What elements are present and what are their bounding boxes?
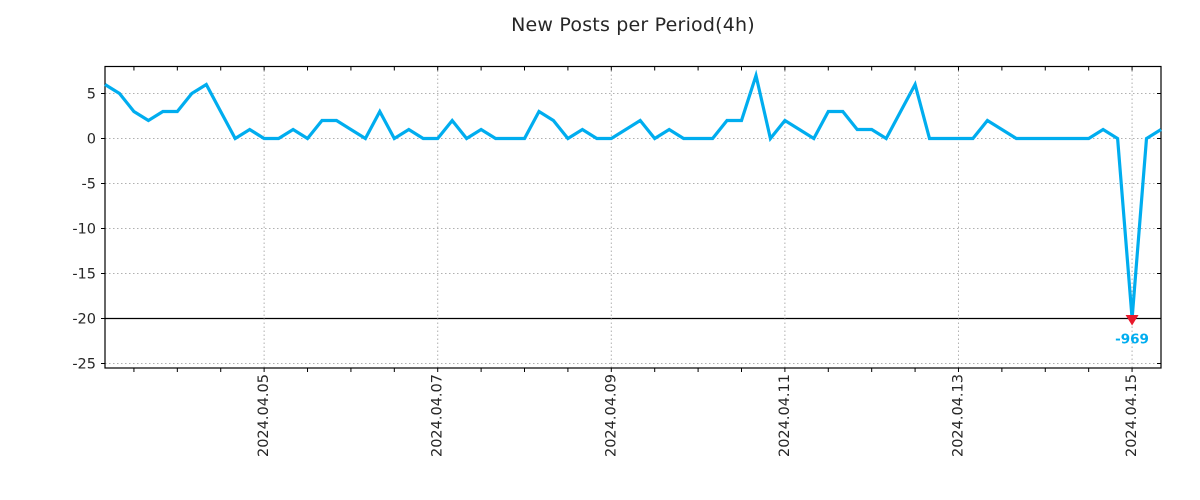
min-value-annotation: -969 bbox=[1115, 332, 1149, 348]
y-axis-tick-label: -5 bbox=[82, 177, 96, 193]
x-axis-tick-label: 2024.04.11 bbox=[777, 374, 793, 457]
x-axis-tick-label: 2024.04.15 bbox=[1124, 374, 1140, 457]
data-line bbox=[104, 69, 1162, 319]
y-axis-tick-label: -20 bbox=[72, 312, 96, 328]
y-axis-tick-label: -25 bbox=[72, 357, 96, 373]
y-axis-tick-label: -15 bbox=[72, 267, 96, 283]
y-axis-tick-label: 0 bbox=[87, 132, 96, 148]
chart-title: New Posts per Period(4h) bbox=[511, 14, 755, 36]
y-axis-tick-label: -10 bbox=[72, 222, 96, 238]
x-axis-tick-label: 2024.04.05 bbox=[256, 374, 272, 457]
min-marker-icon bbox=[1125, 315, 1139, 326]
x-axis-tick-label: 2024.04.13 bbox=[950, 374, 966, 457]
x-axis-tick-label: 2024.04.09 bbox=[603, 374, 619, 457]
x-axis-tick-label: 2024.04.07 bbox=[430, 374, 446, 457]
plot-frame bbox=[104, 65, 1162, 369]
y-axis-tick-label: 5 bbox=[87, 87, 96, 103]
